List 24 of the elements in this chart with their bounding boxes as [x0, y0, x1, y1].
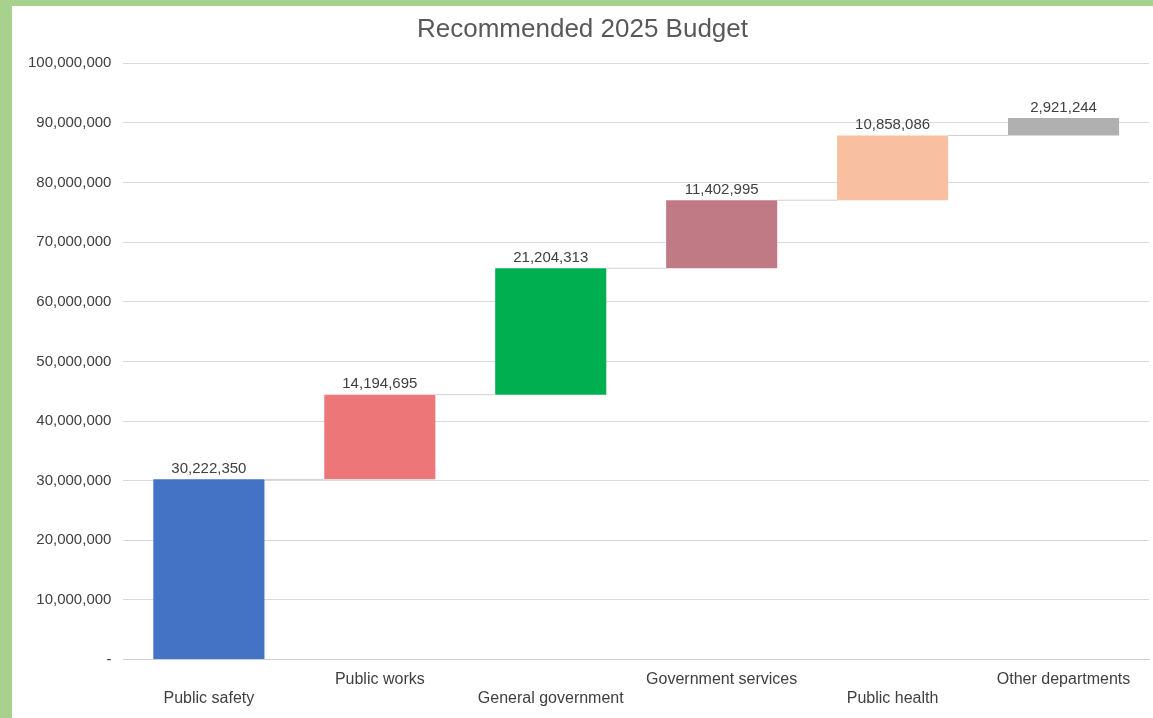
y-tick-label: 70,000,000	[36, 232, 112, 250]
data-label: 14,194,695	[342, 374, 418, 392]
data-label: 11,402,995	[684, 179, 759, 197]
y-tick-label: -	[106, 649, 112, 667]
y-tick-label: 50,000,000	[36, 351, 112, 369]
x-tick-label: General government	[477, 688, 625, 706]
y-tick-label: 20,000,000	[36, 530, 112, 548]
x-tick-label: Public safety	[163, 688, 255, 706]
x-tick-label: Government services	[646, 669, 798, 687]
data-label: 2,921,244	[1030, 97, 1097, 115]
chart-title: Recommended 2025 Budget	[416, 12, 749, 43]
y-tick-label: 60,000,000	[36, 291, 112, 309]
x-tick-label: Other departments	[996, 669, 1131, 687]
y-tick-label: 100,000,000	[27, 53, 112, 71]
y-tick-label: 40,000,000	[36, 411, 112, 429]
y-tick-label: 30,000,000	[36, 470, 112, 488]
y-tick-label: 90,000,000	[36, 112, 112, 130]
x-tick-label: Public health	[846, 688, 939, 706]
y-tick-label: 10,000,000	[36, 590, 112, 608]
x-tick-label: Public works	[334, 669, 425, 687]
data-label: 10,858,086	[855, 115, 931, 133]
data-label: 21,204,313	[513, 247, 589, 265]
data-label: 30,222,350	[171, 458, 247, 476]
y-tick-label: 80,000,000	[36, 172, 112, 190]
